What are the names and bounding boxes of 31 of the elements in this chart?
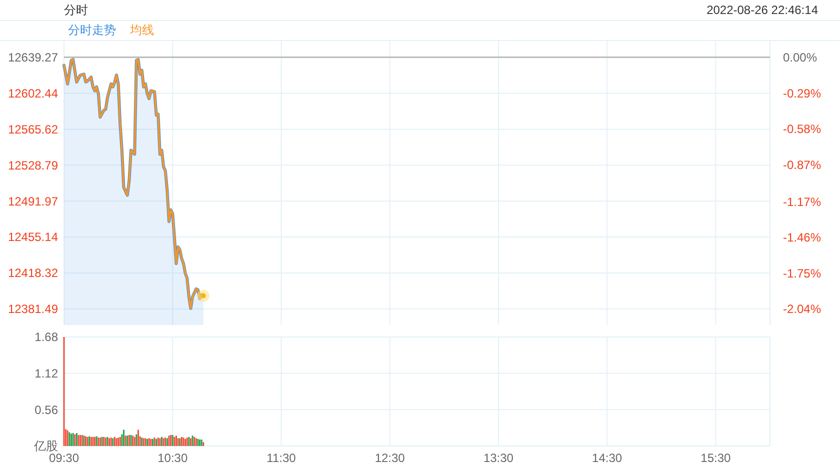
y-tick-label: 0.56 bbox=[34, 402, 58, 417]
y2-tick-label: -0.58% bbox=[783, 122, 822, 136]
y-tick-label: 12491.97 bbox=[8, 194, 58, 208]
x-tick-label: 14:30 bbox=[592, 451, 622, 465]
y2-tick-label: -0.87% bbox=[783, 158, 822, 172]
y-tick-label: 1.68 bbox=[34, 330, 58, 344]
series-label: 分时走势 bbox=[68, 23, 116, 37]
y-tick-label: 亿股 bbox=[33, 439, 58, 454]
y-tick-label: 12639.27 bbox=[8, 50, 58, 65]
chart-title: 分时 bbox=[64, 3, 88, 17]
x-tick-label: 11:30 bbox=[266, 451, 296, 465]
y-tick-label: 1.12 bbox=[34, 366, 58, 381]
y-tick-label: 12528.79 bbox=[8, 158, 58, 172]
y2-tick-label: -1.46% bbox=[783, 230, 822, 245]
y2-tick-label: -1.17% bbox=[783, 194, 822, 209]
y-tick-label: 12565.62 bbox=[8, 122, 58, 136]
y-tick-label: 12381.49 bbox=[8, 302, 58, 316]
series-label: 均线 bbox=[129, 23, 154, 37]
y2-tick-label: -2.04% bbox=[783, 302, 822, 316]
y2-tick-label: 0.00% bbox=[783, 50, 818, 64]
x-tick-label: 15:30 bbox=[700, 451, 732, 465]
y2-tick-label: -0.29% bbox=[783, 86, 822, 100]
y-tick-label: 12602.44 bbox=[8, 86, 58, 100]
x-tick-label: 09:30 bbox=[48, 451, 80, 465]
x-tick-label: 13:30 bbox=[483, 451, 514, 465]
y-tick-label: 12418.32 bbox=[8, 266, 58, 280]
text: 2022-08-26 22:46:14 bbox=[706, 3, 818, 17]
y-tick-label: 12455.14 bbox=[8, 230, 58, 244]
x-tick-label: 12:30 bbox=[374, 451, 406, 465]
y2-tick-label: -1.75% bbox=[783, 266, 822, 280]
x-tick-label: 10:30 bbox=[158, 451, 188, 465]
